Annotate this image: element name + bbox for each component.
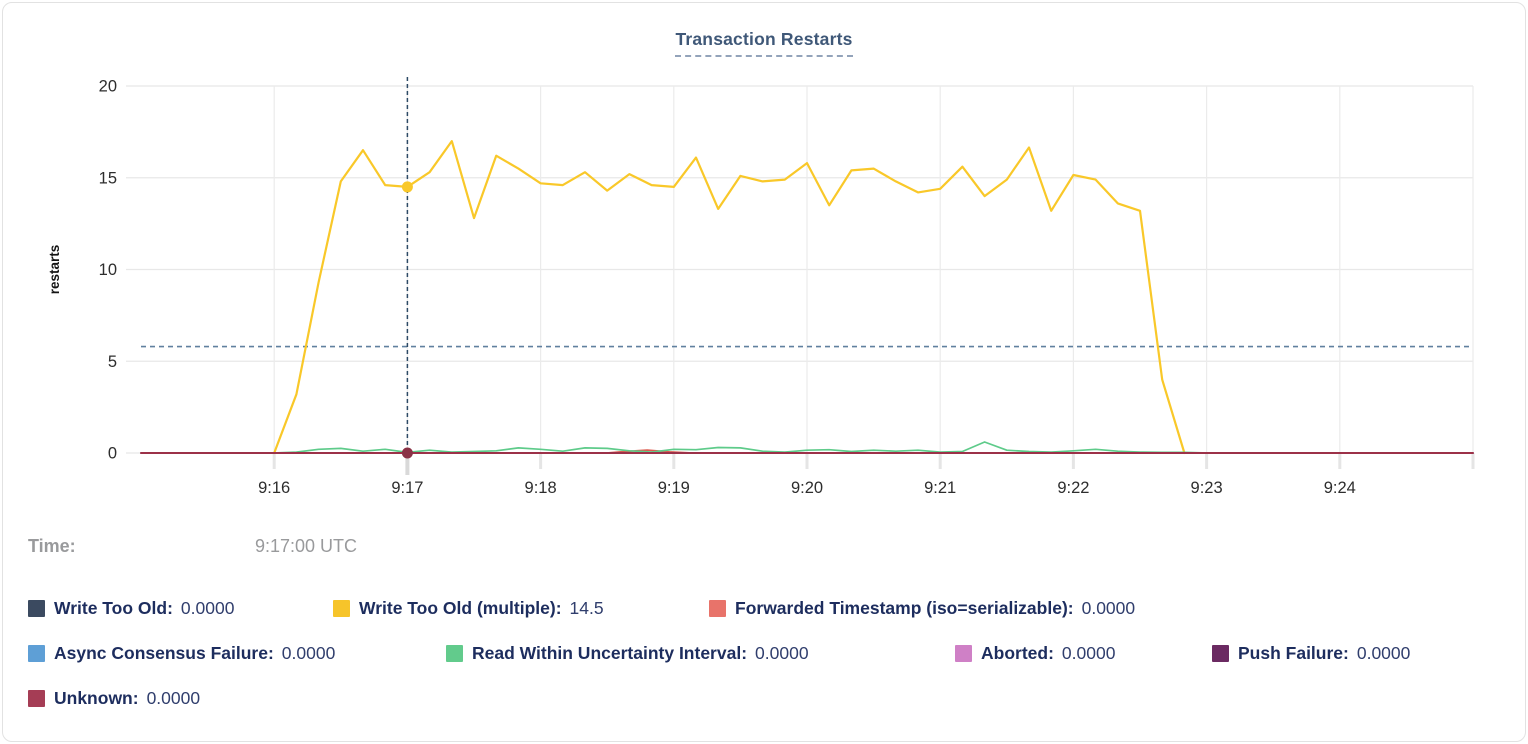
legend-label: Push Failure: bbox=[1238, 642, 1349, 663]
x-tick-label: 9:16 bbox=[258, 479, 290, 497]
legend-value: 0.0000 bbox=[281, 642, 336, 663]
legend-label: Forwarded Timestamp (iso=serializable): bbox=[735, 597, 1074, 618]
hover-dot-unknown bbox=[401, 447, 413, 459]
x-tick-label: 9:21 bbox=[924, 479, 956, 497]
legend-label: Read Within Uncertainty Interval: bbox=[472, 642, 748, 663]
legend-item: Push Failure: 0.0000 bbox=[1212, 640, 1410, 666]
legend-swatch bbox=[955, 644, 972, 662]
chart-title[interactable]: Transaction Restarts bbox=[675, 29, 853, 57]
x-tick-label: 9:17 bbox=[391, 479, 423, 497]
y-tick-label: 5 bbox=[108, 353, 117, 371]
x-tick-label: 9:24 bbox=[1324, 479, 1356, 497]
legend-swatch bbox=[333, 599, 350, 617]
legend-value: 0.0000 bbox=[1061, 642, 1116, 663]
chart-legend: Write Too Old: 0.0000 Write Too Old (multi… bbox=[3, 587, 1525, 727]
legend-swatch bbox=[1212, 644, 1229, 662]
legend-value: 14.5 bbox=[569, 597, 604, 618]
legend-value: 0.0000 bbox=[146, 687, 201, 708]
legend-label: Unknown: bbox=[54, 687, 139, 708]
legend-item: Write Too Old: 0.0000 bbox=[28, 595, 234, 621]
legend-item: Write Too Old (multiple): 14.5 bbox=[333, 595, 604, 621]
legend-value: 0.0000 bbox=[1081, 597, 1136, 618]
legend-swatch bbox=[28, 599, 45, 617]
hover-dot-write-too-old-multiple bbox=[401, 181, 413, 193]
time-label: Time: bbox=[28, 536, 76, 556]
legend-item: Async Consensus Failure: 0.0000 bbox=[28, 640, 335, 666]
legend-value: 0.0000 bbox=[1356, 642, 1411, 663]
x-tick-label: 9:19 bbox=[658, 479, 690, 497]
series-line-read-within-uncertainty-interval bbox=[273, 441, 1208, 454]
legend-swatch bbox=[28, 644, 45, 662]
legend-value: 0.0000 bbox=[180, 597, 235, 618]
x-tick-label: 9:23 bbox=[1191, 479, 1223, 497]
legend-swatch bbox=[709, 599, 726, 617]
legend-item: Read Within Uncertainty Interval: 0.0000 bbox=[446, 640, 809, 666]
legend-item: Forwarded Timestamp (iso=serializable): 0… bbox=[709, 595, 1135, 621]
legend-item: Unknown: 0.0000 bbox=[28, 685, 200, 711]
x-tick-label: 9:22 bbox=[1057, 479, 1089, 497]
x-tick-label: 9:20 bbox=[791, 479, 823, 497]
y-axis-title: restarts bbox=[47, 245, 62, 295]
transaction-restarts-chart[interactable]: 0 5 10 15 20 9:16 9:17 9:18 9:19 9:20 9:21 9:22 9:23… bbox=[3, 3, 1526, 513]
time-value: 9:17:00 UTC bbox=[255, 536, 358, 556]
x-tick-label: 9:18 bbox=[525, 479, 557, 497]
y-tick-label: 15 bbox=[99, 169, 117, 187]
y-tick-label: 10 bbox=[99, 261, 117, 279]
legend-label: Async Consensus Failure: bbox=[54, 642, 274, 663]
legend-label: Write Too Old: bbox=[54, 597, 173, 618]
legend-item: Aborted: 0.0000 bbox=[955, 640, 1115, 666]
legend-swatch bbox=[28, 689, 45, 707]
legend-swatch bbox=[446, 644, 463, 662]
chart-title-wrap: Transaction Restarts bbox=[3, 29, 1525, 57]
hover-time-row: Time: 9:17:00 UTC bbox=[3, 536, 1525, 560]
y-tick-label: 20 bbox=[99, 78, 117, 96]
legend-value: 0.0000 bbox=[755, 642, 809, 663]
legend-label: Write Too Old (multiple): bbox=[359, 597, 562, 618]
legend-label: Aborted: bbox=[981, 642, 1054, 663]
y-tick-label: 0 bbox=[108, 445, 117, 463]
series-line-write-too-old-multiple bbox=[273, 140, 1186, 455]
